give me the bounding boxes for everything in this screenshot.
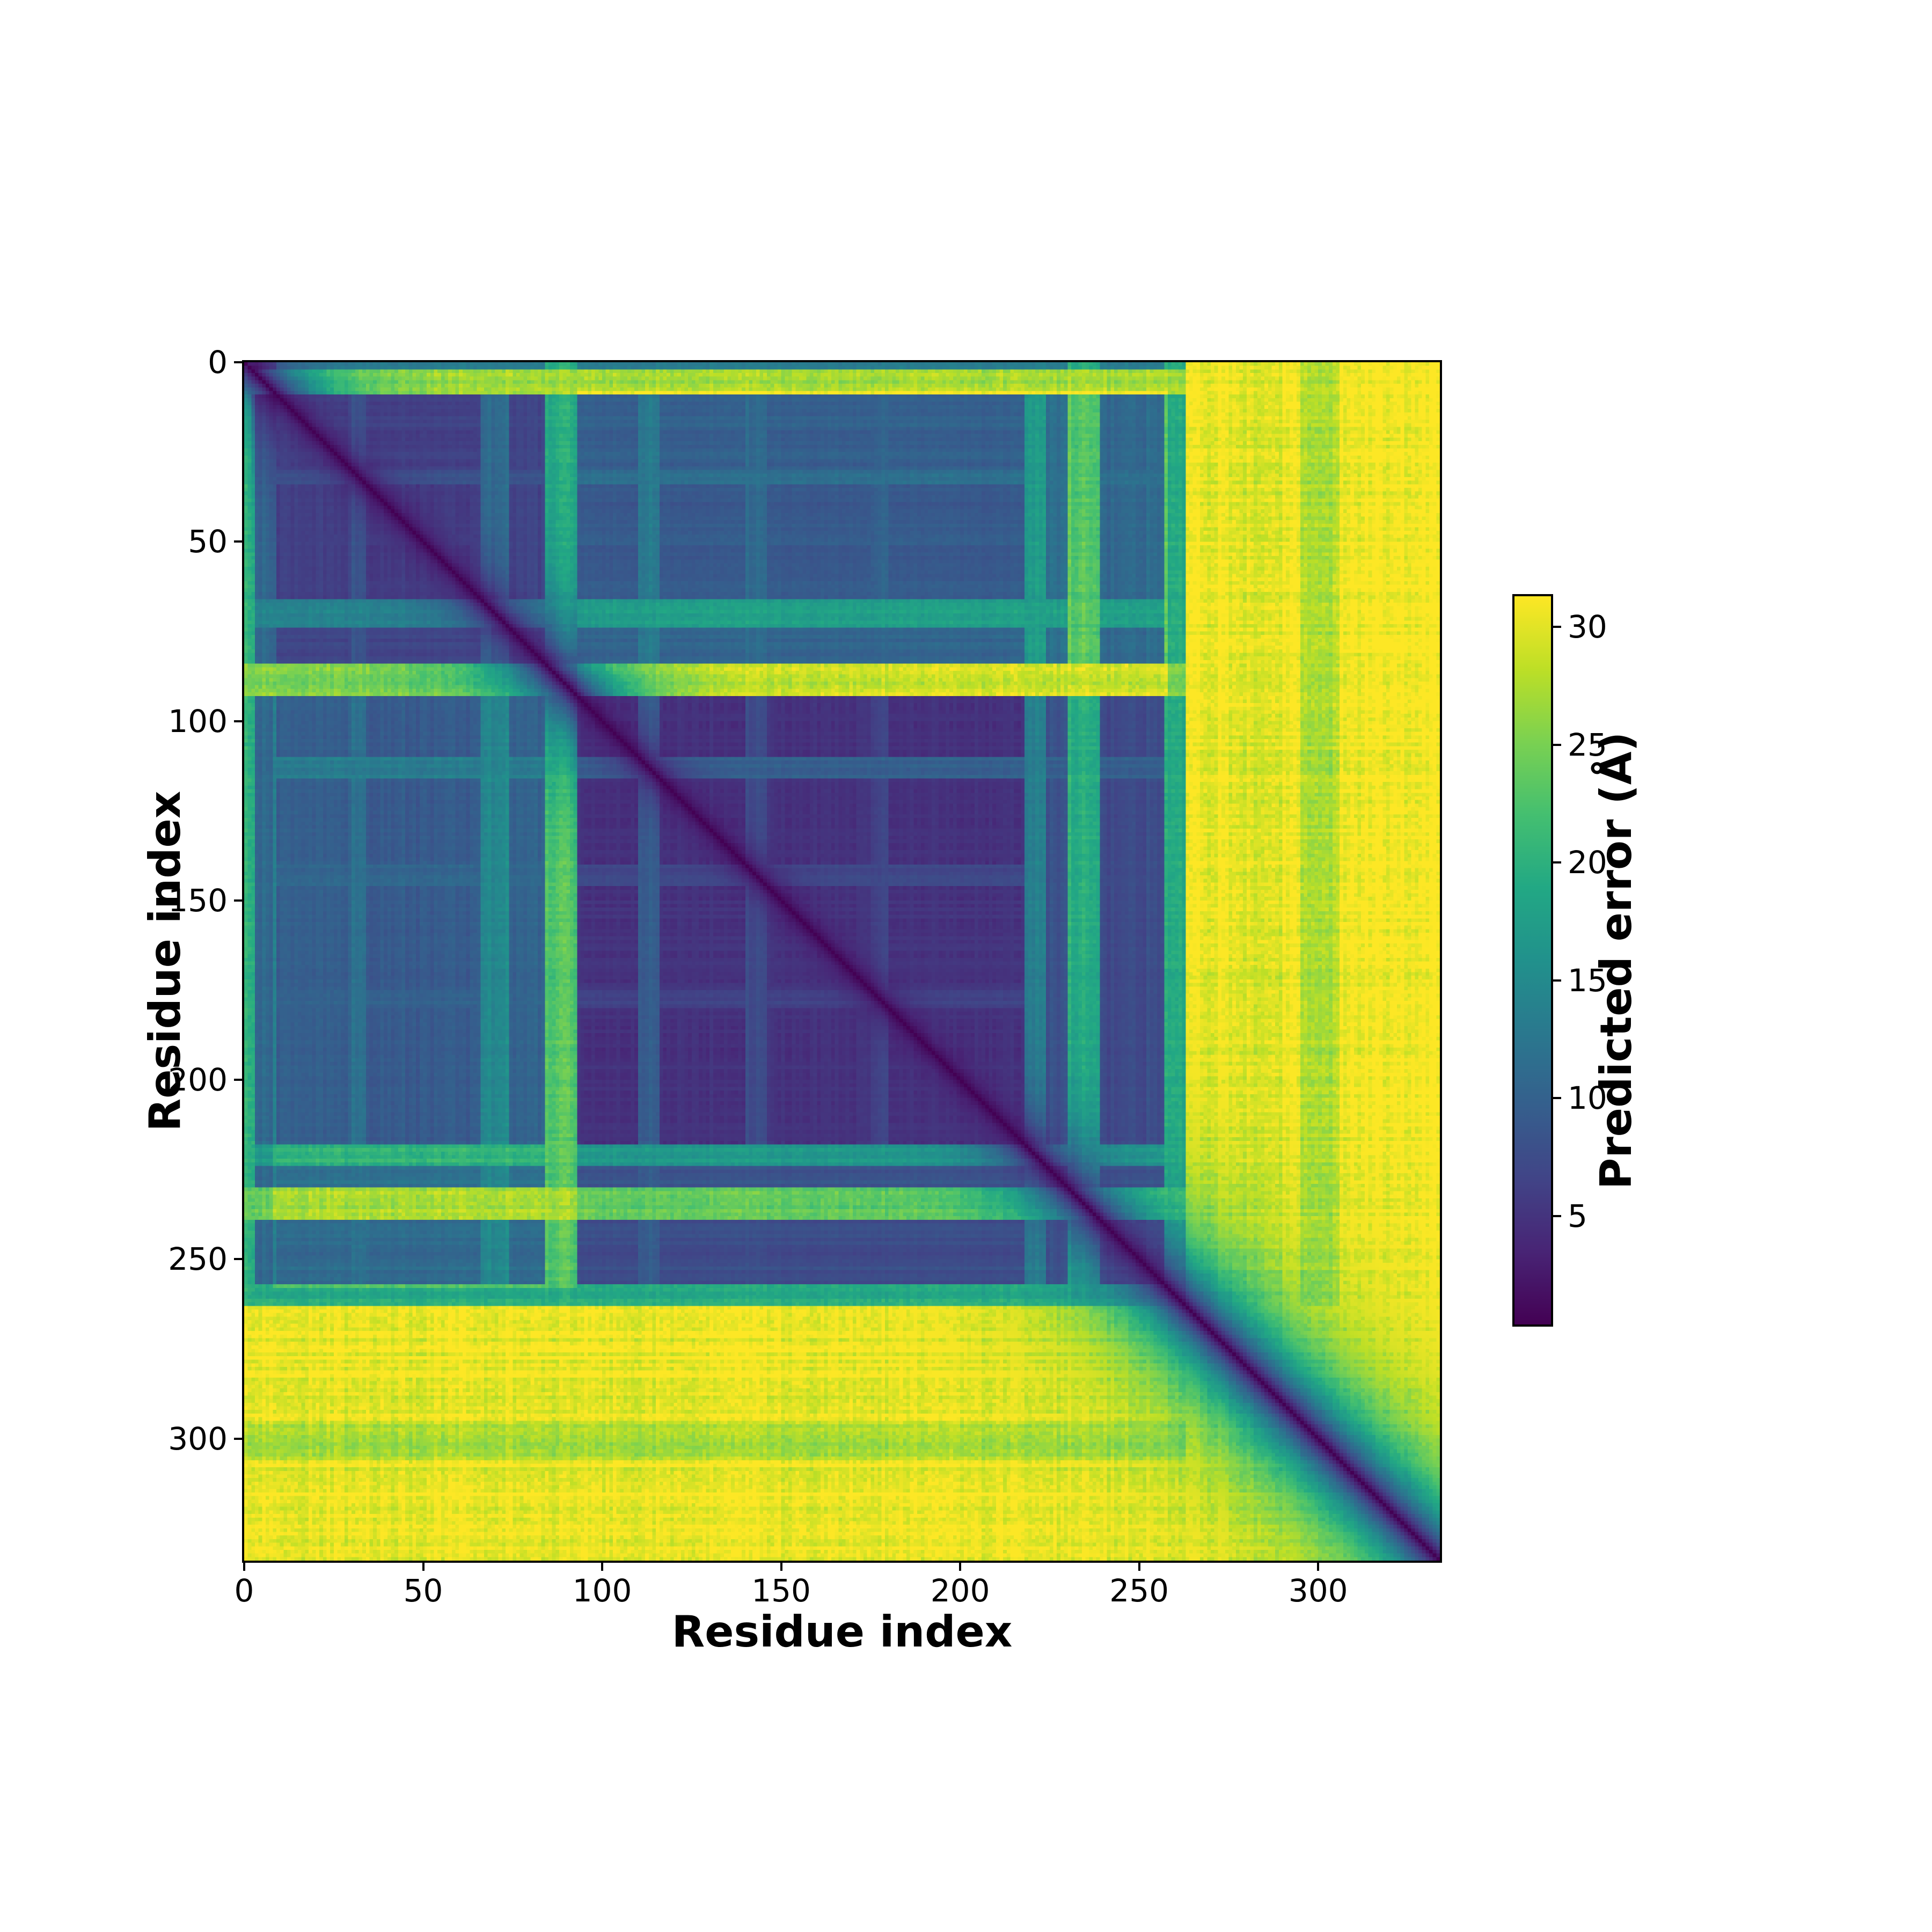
- x-tick-mark: [959, 1563, 962, 1571]
- colorbar-tick-label: 25: [1568, 726, 1607, 763]
- colorbar-tick-label: 20: [1568, 844, 1607, 881]
- x-tick-mark: [422, 1563, 425, 1571]
- y-tick-label: 250: [168, 1241, 228, 1278]
- colorbar-tick-mark: [1553, 861, 1561, 864]
- x-tick-label: 250: [1109, 1572, 1169, 1609]
- y-tick-mark: [234, 899, 242, 902]
- x-tick-label: 50: [403, 1572, 443, 1609]
- x-tick-mark: [780, 1563, 782, 1571]
- colorbar-gradient: [1514, 596, 1551, 1324]
- y-tick-mark: [234, 540, 242, 543]
- y-tick-mark: [234, 1079, 242, 1081]
- x-tick-mark: [601, 1563, 604, 1571]
- x-tick-label: 100: [572, 1572, 632, 1609]
- colorbar-tick-mark: [1553, 743, 1561, 746]
- y-tick-mark: [234, 1258, 242, 1261]
- y-tick-label: 0: [208, 344, 228, 380]
- colorbar-tick-mark: [1553, 979, 1561, 982]
- y-tick-mark: [234, 1437, 242, 1440]
- colorbar-tick-label: 30: [1568, 609, 1607, 646]
- y-tick-label: 50: [188, 523, 228, 560]
- colorbar-tick-mark: [1553, 626, 1561, 628]
- y-tick-label: 200: [168, 1062, 228, 1099]
- colorbar-label: Predicted error (Å): [1591, 731, 1641, 1190]
- colorbar-tick-label: 15: [1568, 962, 1607, 999]
- x-tick-label: 0: [234, 1572, 254, 1609]
- x-tick-label: 150: [751, 1572, 811, 1609]
- colorbar-tick-mark: [1553, 1097, 1561, 1100]
- colorbar-tick-mark: [1553, 1214, 1561, 1217]
- y-tick-mark: [234, 720, 242, 722]
- x-tick-label: 300: [1288, 1572, 1348, 1609]
- y-tick-label: 150: [168, 882, 228, 919]
- colorbar-tick-label: 5: [1568, 1197, 1587, 1234]
- x-tick-label: 200: [930, 1572, 990, 1609]
- y-tick-mark: [234, 361, 242, 363]
- x-tick-mark: [1317, 1563, 1320, 1571]
- pae-heatmap: [244, 362, 1440, 1561]
- x-tick-mark: [1138, 1563, 1140, 1571]
- y-tick-label: 300: [168, 1420, 228, 1457]
- y-axis-label: Residue index: [140, 791, 190, 1132]
- colorbar-tick-label: 10: [1568, 1080, 1607, 1117]
- x-axis-label: Residue index: [671, 1607, 1013, 1657]
- y-tick-label: 100: [168, 702, 228, 740]
- x-tick-mark: [243, 1563, 245, 1571]
